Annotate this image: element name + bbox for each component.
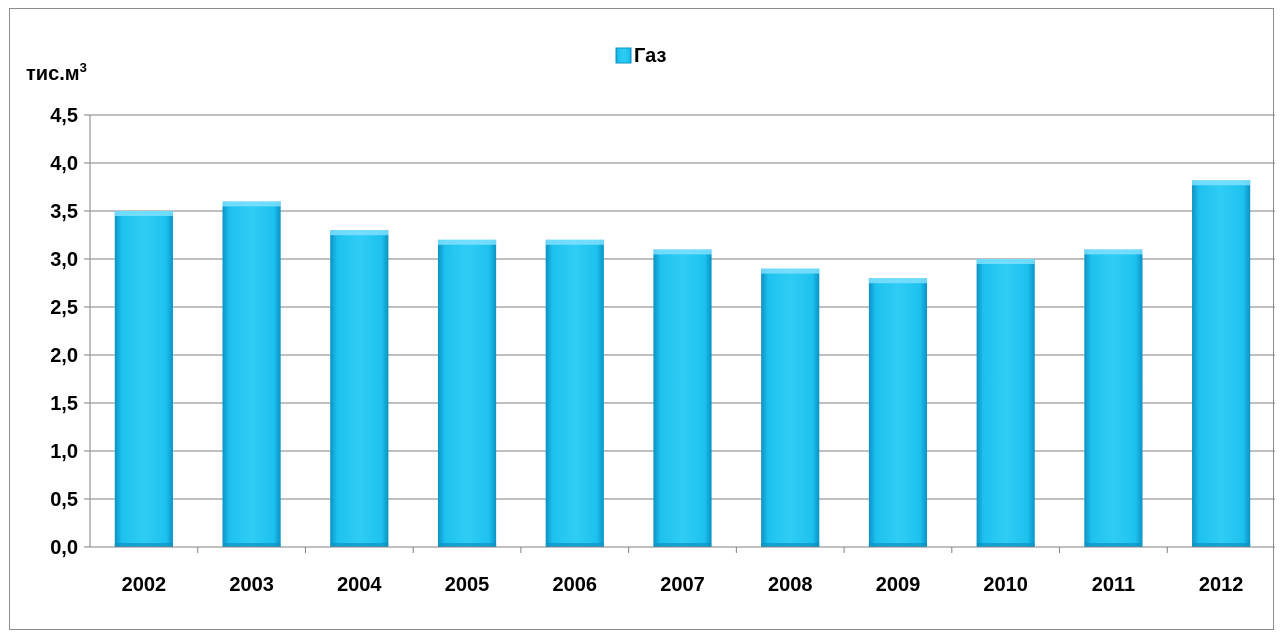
bar-top-highlight <box>761 268 820 274</box>
bar-base-shade <box>222 543 281 547</box>
bar-chart: Газ тис.м3 0,0 0,5 1,0 1,5 2,0 2,5 3,0 3,5 4,0 4,… <box>26 45 1275 596</box>
bar-base-shade <box>653 543 712 547</box>
bar <box>1192 180 1251 547</box>
x-tick-label: 2004 <box>337 574 382 596</box>
x-tick-label: 2002 <box>122 574 167 596</box>
bar-base-shade <box>868 543 928 547</box>
bar-top-highlight <box>330 230 389 236</box>
y-tick-label: 1,5 <box>50 393 78 415</box>
bar-2011 <box>1084 249 1143 547</box>
bar <box>114 211 173 547</box>
bar <box>222 201 281 547</box>
bar <box>1084 249 1143 547</box>
bar-top-highlight <box>114 211 173 216</box>
y-tick-label: 0,0 <box>50 537 78 559</box>
x-tick-label: 2003 <box>229 574 274 596</box>
bar-2006 <box>545 239 604 548</box>
bar-top-highlight <box>976 259 1035 264</box>
bar-top-highlight <box>545 239 604 245</box>
bar-base-shade <box>976 543 1035 547</box>
y-tick-label: 3,0 <box>50 249 78 271</box>
bar-base-shade <box>114 543 173 547</box>
x-tick-label: 2008 <box>768 574 813 596</box>
bar-top-highlight <box>653 249 712 255</box>
bar-top-highlight <box>222 201 281 207</box>
x-tick-label: 2010 <box>983 574 1028 596</box>
x-tick-label: 2011 <box>1092 574 1135 596</box>
axes <box>89 115 1275 548</box>
y-tick-label: 3,5 <box>50 201 78 223</box>
bar <box>437 239 497 548</box>
bar-2010 <box>976 259 1035 547</box>
bar <box>976 259 1035 547</box>
bar-top-highlight <box>437 239 497 245</box>
bar-base-shade <box>761 543 820 547</box>
bar-2012 <box>1192 180 1251 547</box>
x-tick-label: 2005 <box>445 574 490 596</box>
bar <box>545 239 604 548</box>
x-tick-label: 2007 <box>660 574 705 596</box>
bar-base-shade <box>1192 543 1251 547</box>
bars <box>114 180 1251 548</box>
bar-base-shade <box>545 543 604 547</box>
bar <box>653 249 712 547</box>
legend-label: Газ <box>634 45 666 67</box>
x-tick-label: 2009 <box>876 574 921 596</box>
x-axis-tick-labels: 2002 2003 2004 2005 2006 2007 2008 2009 2010 2011… <box>122 574 1244 596</box>
bar-base-shade <box>1084 543 1143 547</box>
bar-top-highlight <box>1084 249 1143 255</box>
y-axis-tick-labels: 0,0 0,5 1,0 1,5 2,0 2,5 3,0 3,5 4,0 4,5 <box>50 105 78 559</box>
y-tick-label: 0,5 <box>50 489 78 511</box>
chart-frame: Газ тис.м3 0,0 0,5 1,0 1,5 2,0 2,5 3,0 3,5 4,0 4,… <box>9 8 1275 630</box>
bar-2003 <box>222 201 281 547</box>
bar <box>868 278 928 547</box>
bar-base-shade <box>330 543 389 547</box>
legend: Газ <box>615 45 666 67</box>
bar-base-shade <box>437 543 497 547</box>
y-axis-unit-label: тис.м3 <box>26 60 87 85</box>
x-tick-label: 2006 <box>553 574 598 596</box>
bar-top-highlight <box>868 278 928 284</box>
bar-2002 <box>114 211 173 547</box>
y-tick-label: 1,0 <box>50 441 78 463</box>
bar <box>761 268 820 547</box>
x-tick-label: 2012 <box>1199 574 1244 596</box>
bar-2009 <box>868 278 928 547</box>
bar-2005 <box>437 239 497 548</box>
bar-2008 <box>761 268 820 547</box>
y-tick-label: 2,0 <box>50 345 78 367</box>
bar <box>330 230 389 547</box>
bar-top-highlight <box>1192 180 1251 186</box>
y-tick-label: 2,5 <box>50 297 78 319</box>
legend-swatch <box>615 47 632 64</box>
bar-2004 <box>330 230 389 547</box>
y-tick-label: 4,5 <box>50 105 78 127</box>
y-tick-label: 4,0 <box>50 153 78 175</box>
bar-2007 <box>653 249 712 547</box>
